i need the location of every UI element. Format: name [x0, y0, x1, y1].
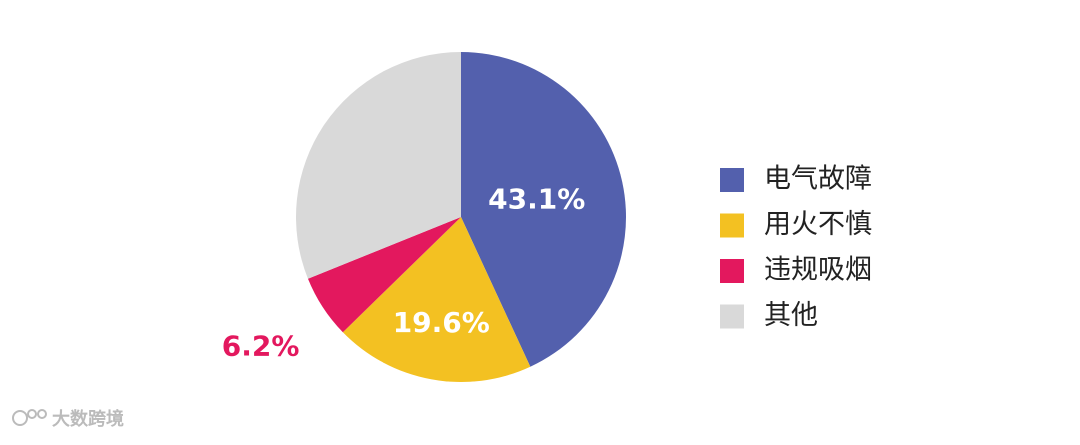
pie-slice	[296, 51, 461, 279]
legend-swatch	[720, 213, 744, 238]
slice-label: 19.6%	[393, 306, 490, 339]
legend-text: 用火不慎	[764, 209, 872, 240]
watermark: 大数跨境	[52, 408, 124, 430]
slice-label: 6.2%	[222, 330, 300, 363]
watermark-logo	[12, 409, 47, 426]
legend-swatch	[720, 304, 744, 329]
pie-slice	[307, 217, 461, 333]
pie-slice	[461, 52, 626, 367]
legend-swatch	[720, 259, 744, 283]
slice-label: 43.1%	[488, 182, 585, 215]
legend-text: 违规吸烟	[764, 255, 872, 286]
pie-slice	[342, 217, 531, 382]
legend-text: 电气故障	[764, 164, 872, 195]
legend-swatch	[720, 168, 744, 192]
legend-text: 其他	[764, 300, 818, 331]
